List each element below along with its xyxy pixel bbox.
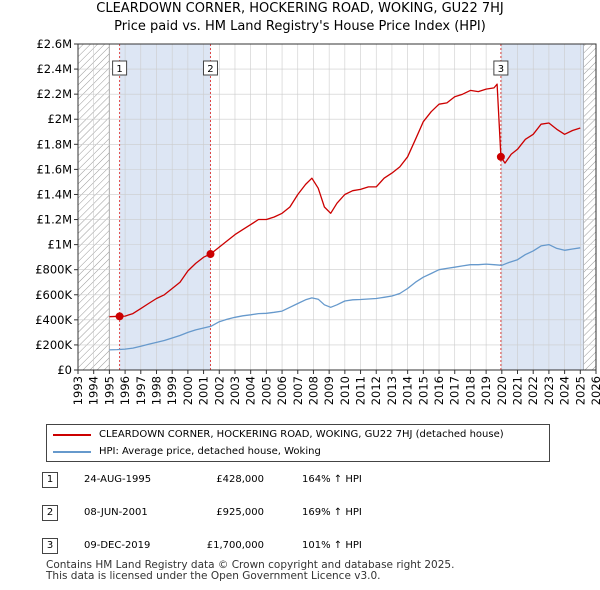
transaction-number: 1	[42, 472, 58, 488]
transaction-date: 09-DEC-2019	[84, 540, 151, 551]
x-tick-label: 2004	[244, 376, 258, 405]
transaction-price: £925,000	[216, 507, 264, 518]
legend-label-hpi: HPI: Average price, detached house, Woki…	[99, 446, 321, 457]
chart-title: CLEARDOWN CORNER, HOCKERING ROAD, WOKING…	[0, 0, 600, 36]
transaction-row: 1 24-AUG-1995 £428,000 164% ↑ HPI	[0, 470, 600, 490]
y-tick-label: £2.2M	[36, 87, 72, 101]
x-tick-label: 2019	[479, 376, 493, 405]
x-tick-label: 2012	[369, 376, 383, 405]
sale-label-box	[493, 60, 509, 76]
footer: Contains HM Land Registry data © Crown c…	[46, 560, 454, 582]
x-tick-label: 2005	[259, 376, 273, 405]
sale-label: 2	[207, 64, 213, 75]
x-tick-label: 2010	[338, 376, 352, 405]
x-tick-label: 1996	[118, 376, 132, 405]
y-tick-label: £2.4M	[36, 62, 72, 76]
hpi-line	[109, 243, 581, 351]
x-tick-label: 1997	[134, 376, 148, 405]
sale-marker	[115, 312, 124, 321]
x-tick-label: 2008	[306, 376, 320, 405]
x-tick-label: 2026	[589, 376, 600, 405]
footer-line-1: Contains HM Land Registry data © Crown c…	[46, 559, 455, 571]
x-tick-label: 2021	[511, 376, 525, 405]
shaded-period	[119, 44, 211, 370]
x-tick-label: 2011	[354, 376, 368, 405]
x-tick-label: 1998	[149, 376, 163, 405]
transaction-date: 24-AUG-1995	[84, 474, 152, 485]
y-tick-label: £1.8M	[36, 137, 72, 151]
footer-line-2: This data is licensed under the Open Gov…	[46, 570, 381, 582]
sale-marker	[206, 250, 215, 259]
transaction-number: 2	[42, 505, 58, 521]
title-line-2: Price paid vs. HM Land Registry's House …	[114, 19, 486, 34]
price-chart: 1 2 3 £0 £200K £400K £600K £800K £1M £1.2M £1.4M £…	[35, 37, 600, 405]
x-tick-label: 2002	[212, 376, 226, 405]
y-tick-label: £1.6M	[36, 162, 72, 176]
x-tick-label: 2009	[322, 376, 336, 405]
legend-label-property: CLEARDOWN CORNER, HOCKERING ROAD, WOKING…	[99, 429, 504, 440]
sale-label-box	[202, 60, 218, 76]
sale-label: 3	[498, 64, 504, 75]
y-tick-label: £1M	[47, 238, 72, 252]
x-tick-label: 2007	[291, 376, 305, 405]
x-tick-label: 2000	[181, 376, 195, 405]
y-tick-label: £800K	[35, 263, 72, 277]
y-tick-label: £2.6M	[36, 37, 72, 51]
y-tick-label: £400K	[35, 313, 72, 327]
plot-frame	[77, 43, 597, 371]
y-tick-label: £600K	[35, 288, 72, 302]
x-tick-label: 1994	[87, 376, 101, 405]
x-tick-label: 2023	[542, 376, 556, 405]
x-tick-label: 2006	[275, 376, 289, 405]
x-tick-label: 1999	[165, 376, 179, 405]
transaction-hpi: 169% ↑ HPI	[302, 507, 362, 518]
sale-label: 1	[116, 64, 122, 75]
legend: CLEARDOWN CORNER, HOCKERING ROAD, WOKING…	[46, 424, 550, 462]
title-line-1: CLEARDOWN CORNER, HOCKERING ROAD, WOKING…	[96, 1, 504, 16]
sale-label-box	[112, 60, 128, 76]
x-tick-label: 1995	[102, 376, 116, 405]
x-tick-label: 2015	[416, 376, 430, 405]
x-tick-label: 2025	[573, 376, 587, 405]
shaded-period	[500, 44, 584, 370]
no-data-region	[583, 44, 596, 370]
x-tick-label: 2020	[495, 376, 509, 405]
x-tick-label: 2003	[228, 376, 242, 405]
transaction-hpi: 101% ↑ HPI	[302, 540, 362, 551]
x-tick-label: 1993	[71, 376, 85, 405]
y-tick-label: £0	[57, 363, 72, 377]
transaction-row: 3 09-DEC-2019 £1,700,000 101% ↑ HPI	[0, 536, 600, 556]
x-tick-label: 2013	[385, 376, 399, 405]
transaction-price: £1,700,000	[206, 540, 264, 551]
x-tick-label: 2001	[197, 376, 211, 405]
transaction-date: 08-JUN-2001	[84, 507, 148, 518]
sale-marker	[496, 152, 505, 161]
legend-swatch-property	[53, 434, 91, 436]
y-tick-label: £1.2M	[36, 213, 72, 227]
x-tick-label: 2022	[526, 376, 540, 405]
transaction-row: 2 08-JUN-2001 £925,000 169% ↑ HPI	[0, 503, 600, 523]
transaction-price: £428,000	[216, 474, 264, 485]
x-tick-label: 2017	[448, 376, 462, 405]
x-tick-label: 2014	[401, 376, 415, 405]
transaction-hpi: 164% ↑ HPI	[302, 474, 362, 485]
y-tick-label: £1.4M	[36, 187, 72, 201]
y-tick-label: £2M	[47, 112, 72, 126]
x-tick-label: 2016	[432, 376, 446, 405]
transaction-number: 3	[42, 538, 58, 554]
x-tick-label: 2024	[558, 376, 572, 405]
y-tick-label: £200K	[35, 338, 72, 352]
legend-swatch-hpi	[53, 451, 91, 453]
x-tick-label: 2018	[463, 376, 477, 405]
